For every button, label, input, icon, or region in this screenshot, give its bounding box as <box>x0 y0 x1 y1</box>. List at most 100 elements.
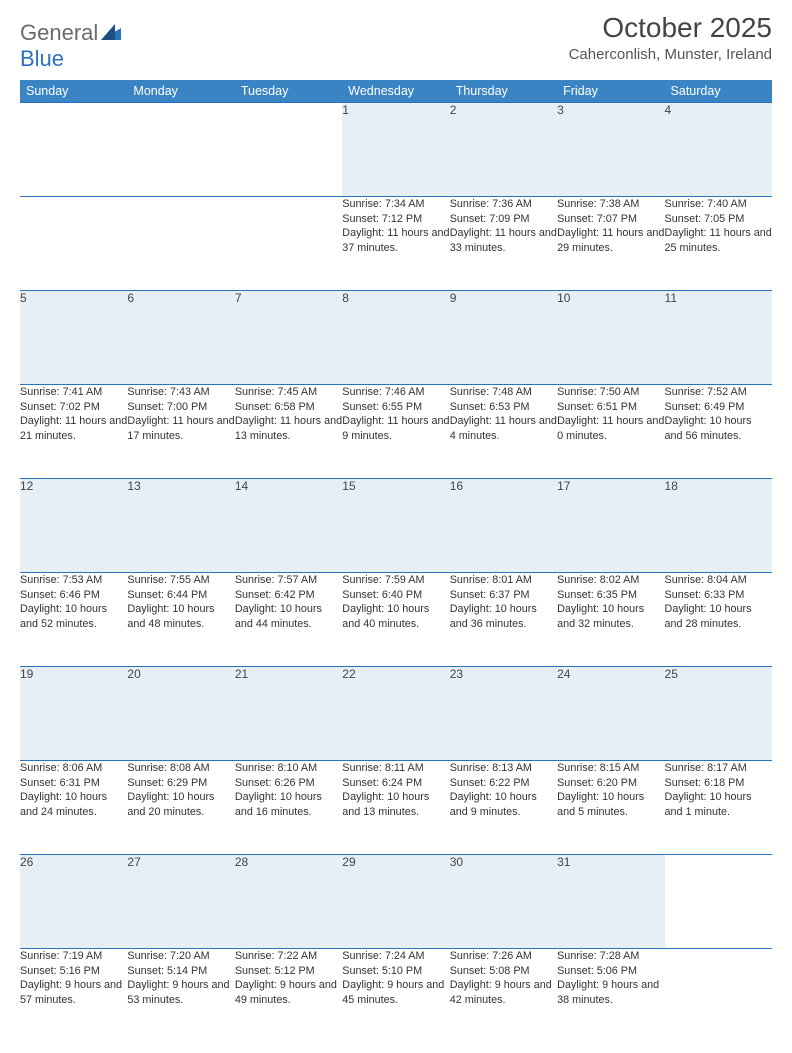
day-content-cell: Sunrise: 8:06 AMSunset: 6:31 PMDaylight:… <box>20 761 127 855</box>
daylight-line: Daylight: 10 hours and 20 minutes. <box>127 790 234 819</box>
day-content-cell: Sunrise: 7:28 AMSunset: 5:06 PMDaylight:… <box>557 949 664 1043</box>
sunset-line: Sunset: 6:35 PM <box>557 588 664 603</box>
sunrise-line: Sunrise: 8:17 AM <box>665 761 772 776</box>
day-content-cell: Sunrise: 7:59 AMSunset: 6:40 PMDaylight:… <box>342 573 449 667</box>
daylight-line: Daylight: 10 hours and 48 minutes. <box>127 602 234 631</box>
day-number-cell: 13 <box>127 479 234 573</box>
day-number-cell: 8 <box>342 291 449 385</box>
sunrise-line: Sunrise: 8:08 AM <box>127 761 234 776</box>
sunrise-line: Sunrise: 7:24 AM <box>342 949 449 964</box>
daylight-line: Daylight: 10 hours and 32 minutes. <box>557 602 664 631</box>
daylight-line: Daylight: 10 hours and 13 minutes. <box>342 790 449 819</box>
day-number-row: 262728293031 <box>20 855 772 949</box>
sunset-line: Sunset: 7:02 PM <box>20 400 127 415</box>
sunset-line: Sunset: 6:42 PM <box>235 588 342 603</box>
sunset-line: Sunset: 6:40 PM <box>342 588 449 603</box>
day-header: Monday <box>127 80 234 103</box>
day-number-cell <box>235 103 342 197</box>
day-content-row: Sunrise: 7:41 AMSunset: 7:02 PM Daylight:… <box>20 385 772 479</box>
day-content-row: Sunrise: 7:53 AMSunset: 6:46 PMDaylight:… <box>20 573 772 667</box>
sunrise-line: Sunrise: 7:20 AM <box>127 949 234 964</box>
logo-text-2: Blue <box>20 46 64 71</box>
daylight-line: Daylight: 10 hours and 36 minutes. <box>450 602 557 631</box>
day-number-cell: 29 <box>342 855 449 949</box>
day-header: Saturday <box>665 80 772 103</box>
day-number-cell: 26 <box>20 855 127 949</box>
day-content-cell: Sunrise: 7:52 AMSunset: 6:49 PMDaylight:… <box>665 385 772 479</box>
day-content-cell: Sunrise: 7:53 AMSunset: 6:46 PMDaylight:… <box>20 573 127 667</box>
day-content-cell: Sunrise: 7:19 AMSunset: 5:16 PMDaylight:… <box>20 949 127 1043</box>
day-number-row: 19202122232425 <box>20 667 772 761</box>
sunset-line: Sunset: 6:46 PM <box>20 588 127 603</box>
logo-mark-icon <box>101 20 121 46</box>
day-number-cell: 11 <box>665 291 772 385</box>
sunrise-line: Sunrise: 8:11 AM <box>342 761 449 776</box>
day-content-cell <box>20 197 127 291</box>
day-number-cell: 2 <box>450 103 557 197</box>
sunset-line: Sunset: 5:06 PM <box>557 964 664 979</box>
day-number-cell: 30 <box>450 855 557 949</box>
day-number-cell: 28 <box>235 855 342 949</box>
day-content-cell: Sunrise: 8:01 AMSunset: 6:37 PMDaylight:… <box>450 573 557 667</box>
sunset-line: Sunset: 6:29 PM <box>127 776 234 791</box>
daylight-line: Daylight: 11 hours and 4 minutes. <box>450 414 557 443</box>
day-number-cell: 12 <box>20 479 127 573</box>
day-number-cell: 6 <box>127 291 234 385</box>
day-header: Friday <box>557 80 664 103</box>
daylight-line: Daylight: 9 hours and 42 minutes. <box>450 978 557 1007</box>
day-number-cell: 18 <box>665 479 772 573</box>
day-header: Thursday <box>450 80 557 103</box>
sunset-line: Sunset: 6:26 PM <box>235 776 342 791</box>
sunset-line: Sunset: 7:00 PM <box>127 400 234 415</box>
day-number-row: 567891011 <box>20 291 772 385</box>
sunrise-line: Sunrise: 7:55 AM <box>127 573 234 588</box>
daylight-line: Daylight: 11 hours and 33 minutes. <box>450 226 557 255</box>
sunrise-line: Sunrise: 7:59 AM <box>342 573 449 588</box>
daylight-line: Daylight: 10 hours and 52 minutes. <box>20 602 127 631</box>
day-number-cell <box>20 103 127 197</box>
sunrise-line: Sunrise: 7:41 AM <box>20 385 127 400</box>
sunset-line: Sunset: 5:16 PM <box>20 964 127 979</box>
day-content-cell: Sunrise: 7:40 AMSunset: 7:05 PMDaylight:… <box>665 197 772 291</box>
day-content-row: Sunrise: 7:34 AMSunset: 7:12 PMDaylight:… <box>20 197 772 291</box>
sunset-line: Sunset: 6:24 PM <box>342 776 449 791</box>
logo-text-1: General <box>20 20 98 45</box>
day-content-cell: Sunrise: 8:17 AMSunset: 6:18 PMDaylight:… <box>665 761 772 855</box>
day-content-cell: Sunrise: 8:15 AMSunset: 6:20 PMDaylight:… <box>557 761 664 855</box>
day-number-cell: 24 <box>557 667 664 761</box>
logo: GeneralBlue <box>20 12 121 72</box>
day-number-cell: 15 <box>342 479 449 573</box>
day-number-cell: 19 <box>20 667 127 761</box>
daylight-line: Daylight: 9 hours and 38 minutes. <box>557 978 664 1007</box>
day-content-cell: Sunrise: 8:13 AMSunset: 6:22 PMDaylight:… <box>450 761 557 855</box>
daylight-line: Daylight: 11 hours and 37 minutes. <box>342 226 449 255</box>
day-content-cell: Sunrise: 8:02 AMSunset: 6:35 PMDaylight:… <box>557 573 664 667</box>
day-number-cell: 23 <box>450 667 557 761</box>
sunrise-line: Sunrise: 7:36 AM <box>450 197 557 212</box>
sunset-line: Sunset: 6:37 PM <box>450 588 557 603</box>
sunrise-line: Sunrise: 7:46 AM <box>342 385 449 400</box>
day-number-cell: 10 <box>557 291 664 385</box>
day-content-cell: Sunrise: 7:22 AMSunset: 5:12 PMDaylight:… <box>235 949 342 1043</box>
day-number-cell: 7 <box>235 291 342 385</box>
sunset-line: Sunset: 6:44 PM <box>127 588 234 603</box>
sunrise-line: Sunrise: 7:19 AM <box>20 949 127 964</box>
daylight-line: Daylight: 10 hours and 44 minutes. <box>235 602 342 631</box>
daylight-line: Daylight: 9 hours and 53 minutes. <box>127 978 234 1007</box>
daylight-line: Daylight: 11 hours and 29 minutes. <box>557 226 664 255</box>
day-content-cell <box>665 949 772 1043</box>
header: GeneralBlue October 2025 Caherconlish, M… <box>20 12 772 72</box>
day-content-cell: Sunrise: 8:11 AMSunset: 6:24 PMDaylight:… <box>342 761 449 855</box>
day-content-cell: Sunrise: 7:20 AMSunset: 5:14 PMDaylight:… <box>127 949 234 1043</box>
day-number-cell: 25 <box>665 667 772 761</box>
day-content-cell: Sunrise: 8:04 AMSunset: 6:33 PMDaylight:… <box>665 573 772 667</box>
sunrise-line: Sunrise: 8:10 AM <box>235 761 342 776</box>
daylight-line: Daylight: 11 hours and 0 minutes. <box>557 414 664 443</box>
day-content-cell: Sunrise: 7:45 AMSunset: 6:58 PMDaylight:… <box>235 385 342 479</box>
location-text: Caherconlish, Munster, Ireland <box>569 46 772 63</box>
calendar-head: SundayMondayTuesdayWednesdayThursdayFrid… <box>20 80 772 103</box>
sunset-line: Sunset: 7:09 PM <box>450 212 557 227</box>
sunrise-line: Sunrise: 7:26 AM <box>450 949 557 964</box>
sunset-line: Sunset: 5:12 PM <box>235 964 342 979</box>
daylight-line: Daylight: 11 hours and 13 minutes. <box>235 414 342 443</box>
